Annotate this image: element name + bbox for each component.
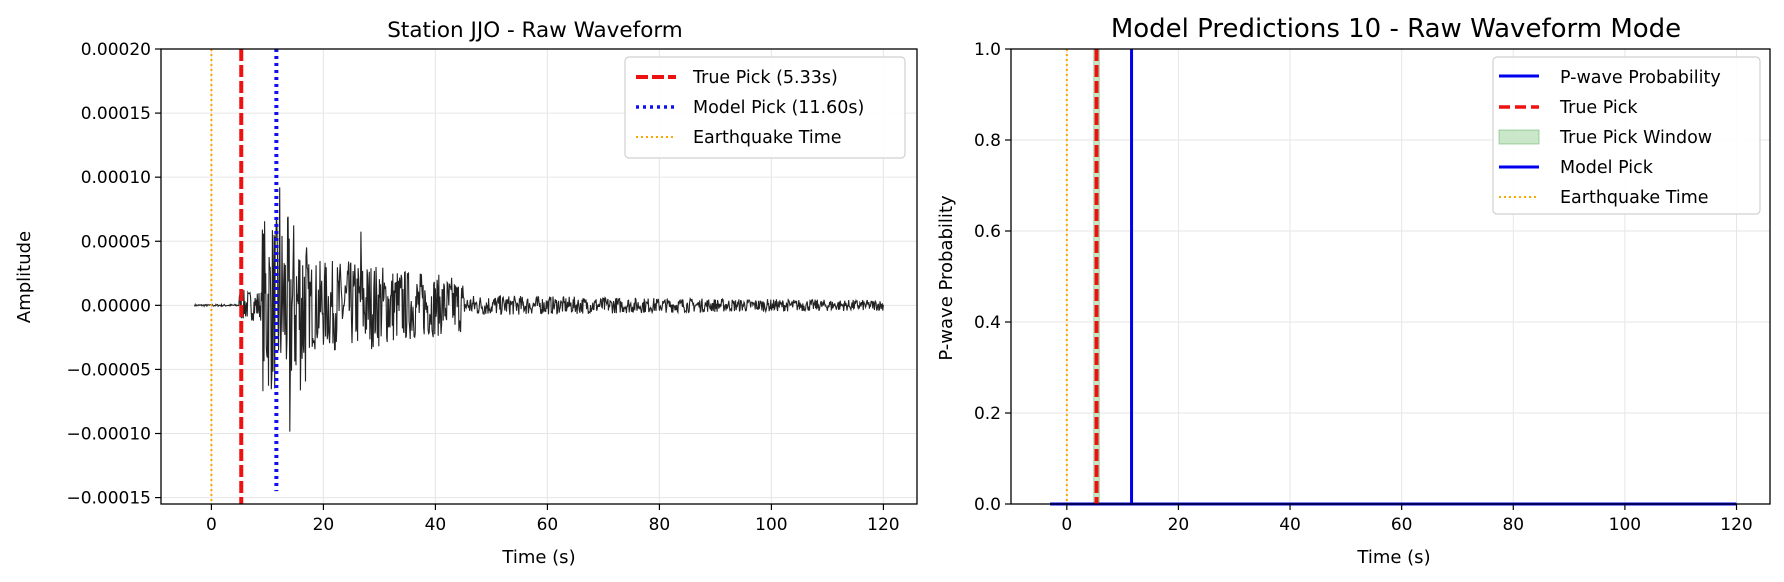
legend-true-pick-2-label: True Pick — [1559, 98, 1638, 118]
y-tick-label: 0.00015 — [81, 104, 151, 124]
x-tick-label: 0 — [206, 515, 217, 535]
y-tick-label: 0.00005 — [81, 232, 151, 252]
y-tick-label: 0.00000 — [81, 296, 151, 316]
waveform-title: Station JJO - Raw Waveform — [387, 18, 683, 43]
y-tick-label: 0.0 — [974, 495, 1001, 515]
waveform-panel: Station JJO - Raw Waveform 0 20 40 60 80 100 1… — [14, 18, 918, 568]
y-tick-label: 0.00020 — [81, 40, 151, 60]
x-tick-label: 120 — [867, 515, 899, 535]
y-tick-label: −0.00005 — [66, 360, 151, 380]
waveform-axes-frame — [160, 48, 918, 505]
waveform-ylabel: Amplitude — [14, 231, 35, 323]
x-tick-label: 0 — [1061, 515, 1072, 535]
y-tick-label: 0.2 — [974, 404, 1001, 424]
x-tick-label: 80 — [649, 515, 671, 535]
legend-model-pick-label: Model Pick (11.60s) — [693, 98, 864, 118]
x-tick-label: 100 — [755, 515, 787, 535]
waveform-xlabel: Time (s) — [501, 547, 575, 568]
x-tick-label: 60 — [1391, 515, 1413, 535]
waveform-legend: True Pick (5.33s) Model Pick (11.60s) Ea… — [624, 56, 906, 159]
prediction-legend-box — [1492, 56, 1761, 215]
x-tick-label: 20 — [1168, 515, 1190, 535]
x-tick-label: 100 — [1609, 515, 1641, 535]
legend-true-pick-window-swatch — [1498, 129, 1540, 145]
prediction-axes-frame — [1010, 48, 1771, 505]
y-tick-label: 0.4 — [974, 313, 1001, 333]
x-tick-label: 80 — [1502, 515, 1524, 535]
x-tick-label: 40 — [1279, 515, 1301, 535]
waveform-trace — [194, 187, 884, 432]
prediction-title: Model Predictions 10 - Raw Waveform Mode — [1111, 14, 1681, 44]
y-tick-label: 1.0 — [974, 40, 1001, 60]
x-tick-label: 120 — [1720, 515, 1752, 535]
prediction-ylabel: P-wave Probability — [936, 195, 957, 361]
y-tick-label: 0.00010 — [81, 168, 151, 188]
y-tick-label: 0.8 — [974, 131, 1001, 151]
x-tick-label: 40 — [425, 515, 447, 535]
waveform-plot-area — [194, 49, 884, 504]
y-tick-label: −0.00015 — [66, 489, 151, 509]
prediction-ticks: 0 20 40 60 80 100 120 0.0 0.2 0.4 0.6 0.8 1.0 — [974, 40, 1753, 535]
prediction-legend: P-wave Probability True Pick True Pick W… — [1492, 56, 1761, 215]
y-tick-label: −0.00010 — [66, 425, 151, 445]
waveform-ticks: 0 20 40 60 80 100 120 −0.00015 −0.00010 −0.00005 0… — [66, 40, 899, 535]
prediction-xlabel: Time (s) — [1356, 547, 1430, 568]
legend-true-pick-label: True Pick (5.33s) — [692, 68, 838, 88]
legend-earthquake-time-2-label: Earthquake Time — [1560, 188, 1709, 208]
prediction-panel: Model Predictions 10 - Raw Waveform Mode… — [936, 14, 1771, 568]
legend-pwave-probability-label: P-wave Probability — [1560, 68, 1721, 88]
legend-model-pick-2-label: Model Pick — [1560, 158, 1654, 178]
legend-true-pick-window-label: True Pick Window — [1559, 128, 1712, 148]
y-tick-label: 0.6 — [974, 222, 1001, 242]
legend-earthquake-time-label: Earthquake Time — [693, 128, 842, 148]
x-tick-label: 20 — [313, 515, 335, 535]
waveform-legend-box — [624, 56, 906, 159]
x-tick-label: 60 — [537, 515, 559, 535]
